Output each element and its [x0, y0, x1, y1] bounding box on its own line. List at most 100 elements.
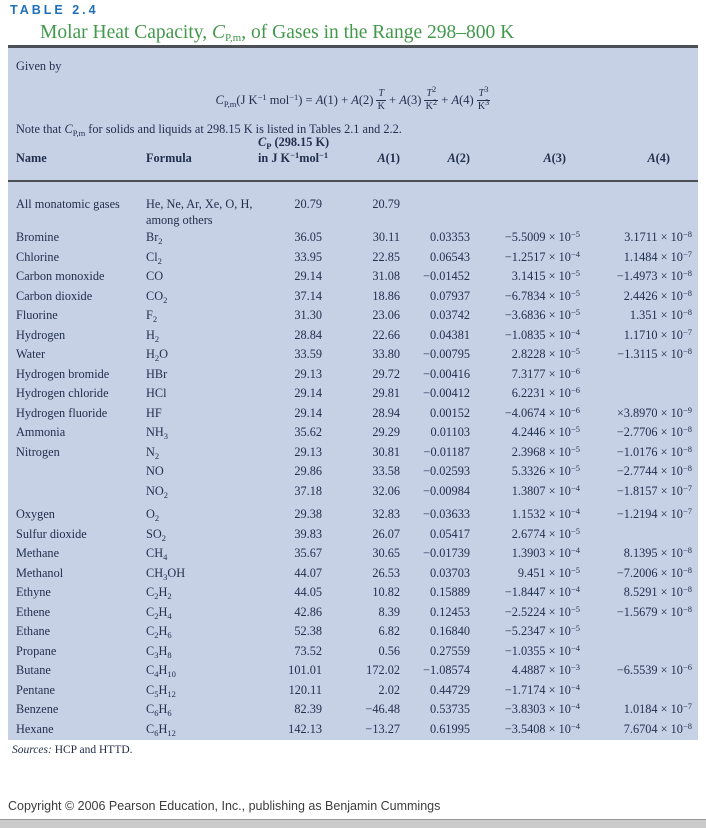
a3-value: −1.0355 × 10−4: [504, 642, 580, 658]
a4-value: [580, 642, 692, 662]
a2-value: [400, 196, 470, 228]
a4-value: −1.0176 × 10−8: [616, 443, 692, 459]
a1-value: 29.81: [372, 386, 400, 400]
a2-value: 0.61995: [430, 721, 470, 736]
a4-value: 1.351 × 10−8: [629, 307, 692, 322]
cp-value: 35.67: [294, 546, 322, 560]
cp-value: 35.62: [294, 425, 322, 439]
column-header-name: Name: [16, 151, 47, 165]
a1-value: 2.02: [378, 682, 400, 697]
a4-value: −1.4973 × 10−8: [616, 268, 692, 283]
cp-value: 73.52: [294, 643, 322, 658]
copyright-text: Copyright © 2006 Pearson Education, Inc.…: [8, 799, 441, 813]
a3-value: 2.6774 × 10−5: [511, 525, 580, 541]
column-header-formula: Formula: [146, 151, 192, 165]
a1-value: 26.53: [372, 565, 400, 580]
gas-name: Fluorine: [16, 308, 58, 322]
a1-value: 29.72: [372, 366, 400, 381]
gas-formula: CO2: [146, 288, 168, 305]
table-row: All monatomic gases He, Ne, Ar, Xe, O, H…: [16, 195, 692, 228]
a3-value: −2.5224 × 10−5: [504, 603, 580, 619]
a2-value: 0.12453: [430, 604, 470, 619]
a3-value: [470, 196, 580, 228]
a4-value: 3.1711 × 10−8: [624, 229, 692, 244]
cp-value: 120.11: [288, 682, 322, 697]
a2-value: −0.03633: [423, 507, 470, 521]
table-row: Nitrogen N2 29.13 30.81 −0.01187 2.3968 …: [16, 443, 692, 463]
gas-name: Benzene: [16, 702, 59, 716]
table-row: Methanol CH3OH 44.07 26.53 0.03703 9.451…: [16, 564, 692, 584]
a1-value: 30.11: [372, 230, 400, 244]
gas-formula: C4H10: [146, 663, 176, 679]
gas-formula: CH4: [146, 546, 168, 562]
a4-value: [580, 196, 692, 228]
gas-formula: NO2: [146, 483, 169, 500]
cp-value: 31.30: [294, 308, 322, 322]
a4-value: [580, 365, 692, 385]
column-header-a4: A(4): [647, 151, 670, 165]
table-row: Benzene C6H6 82.39 −46.48 0.53735 −3.830…: [16, 700, 692, 720]
a2-value: 0.03703: [430, 565, 470, 580]
a1-value: 32.06: [372, 483, 400, 498]
formula-op-3: + A(4): [441, 92, 474, 107]
table-row: Pentane C5H12 120.11 2.02 0.44729 −1.717…: [16, 681, 692, 701]
cp-value: 29.14: [294, 269, 322, 283]
gas-name: Methanol: [16, 565, 64, 580]
gas-formula: Cl2: [146, 249, 162, 266]
a1-value: 30.81: [372, 444, 400, 459]
a4-value: −1.2194 × 10−7: [616, 506, 692, 521]
a3-value: 3.1415 × 10−5: [511, 268, 580, 283]
gas-name: Methane: [16, 546, 60, 560]
cp-value: 29.38: [294, 507, 322, 521]
table-row: Oxygen O2 29.38 32.83 −0.03633 1.1532 × …: [16, 505, 692, 525]
cp-value: 44.05: [294, 585, 322, 599]
a2-value: 0.00152: [430, 405, 470, 420]
gas-name: Sulfur dioxide: [16, 526, 87, 541]
table-row: Hydrogen bromide HBr 29.13 29.72 −0.0041…: [16, 365, 692, 385]
gas-name: Carbon dioxide: [16, 288, 93, 303]
a1-value: 31.08: [372, 269, 400, 283]
a1-value: 26.07: [372, 526, 400, 541]
column-header-cp: CP (298.15 K) in J K−1mol−1: [258, 134, 329, 166]
a1-value: 10.82: [372, 585, 400, 599]
gas-name: Ammonia: [16, 425, 66, 439]
gas-name: Propane: [16, 643, 57, 658]
title-divider-rule: [8, 45, 698, 48]
a3-value: 4.2446 × 10−5: [511, 424, 580, 439]
bottom-bar: [0, 819, 706, 828]
a4-value: −2.7744 × 10−8: [616, 463, 692, 478]
a4-value: 7.6704 × 10−8: [623, 720, 692, 736]
a2-value: −0.01739: [423, 546, 470, 560]
gas-name: Bromine: [16, 230, 60, 244]
cp-value: 101.01: [288, 663, 322, 677]
gas-name: Ethyne: [16, 585, 51, 599]
column-header-row: Name Formula CP (298.15 K) in J K−1mol−1…: [16, 134, 692, 166]
table-row: NO 29.86 33.58 −0.02593 5.3326 × 10−5 −2…: [16, 462, 692, 482]
column-header-a3: A(3): [543, 151, 566, 165]
table-row: Chlorine Cl2 33.95 22.85 0.06543 −1.2517…: [16, 248, 692, 268]
a3-value: −3.5408 × 10−4: [504, 720, 580, 736]
gas-name: Pentane: [16, 682, 55, 697]
cp-value: 29.14: [294, 386, 322, 400]
a2-value: −0.01187: [423, 444, 470, 459]
gas-formula: C2H6: [146, 624, 172, 640]
a3-value: 9.451 × 10−5: [517, 564, 580, 580]
a1-value: 0.56: [378, 643, 400, 658]
gas-name: Carbon monoxide: [16, 269, 105, 283]
a4-value: −1.8157 × 10−7: [616, 482, 692, 498]
table-row: Hydrogen fluoride HF 29.14 28.94 0.00152…: [16, 404, 692, 424]
gas-name: Ethene: [16, 604, 51, 619]
header-divider-rule: [8, 180, 698, 182]
gas-name: Water: [16, 347, 46, 361]
a3-value: 5.3326 × 10−5: [511, 463, 580, 478]
a4-value: [580, 681, 692, 701]
a1-value: 32.83: [372, 507, 400, 521]
cp-value: 20.79: [294, 197, 322, 211]
given-by-label: Given by: [16, 59, 62, 73]
a4-value: 2.4426 × 10−8: [623, 287, 692, 303]
a4-value: 8.1395 × 10−8: [623, 545, 692, 560]
a3-value: −5.2347 × 10−5: [504, 623, 580, 638]
table-row: Carbon monoxide CO 29.14 31.08 −0.01452 …: [16, 267, 692, 287]
